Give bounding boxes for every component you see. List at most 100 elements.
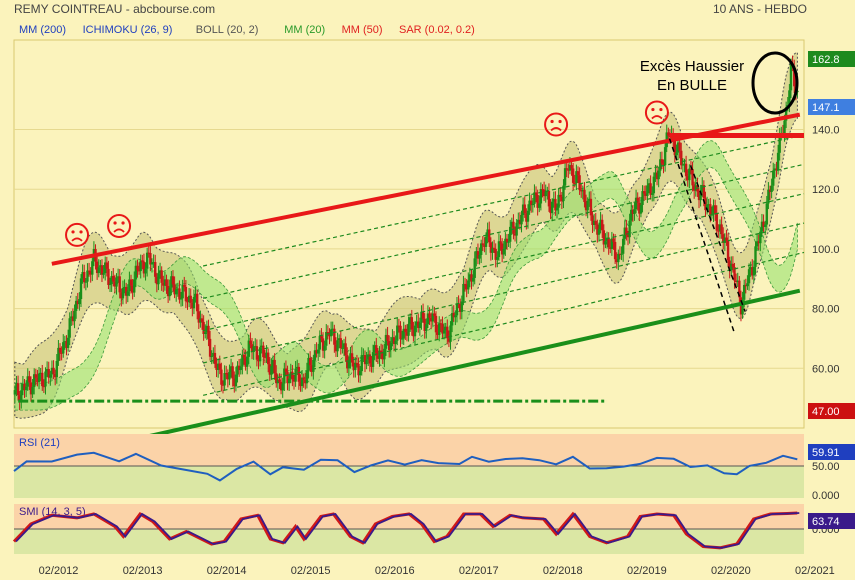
candle-body: [623, 227, 626, 239]
candle-body: [521, 204, 525, 215]
candle-body: [313, 350, 317, 360]
support-line: [51, 288, 801, 460]
candle-body: [544, 191, 547, 197]
candle-body: [455, 303, 459, 316]
candle-body: [213, 352, 217, 364]
smi-badge-value: 63.74: [812, 516, 840, 528]
candle-body: [594, 220, 597, 225]
candle-body: [636, 197, 639, 203]
candle-body: [379, 350, 383, 353]
channel-line: [202, 193, 805, 332]
candle-body: [236, 365, 239, 375]
candle-body: [139, 260, 142, 272]
candle-body: [746, 283, 749, 287]
candle-body: [389, 342, 393, 351]
candle-body: [715, 213, 718, 231]
candle-body: [728, 260, 731, 271]
candle-body: [465, 284, 468, 290]
candle-body: [784, 107, 788, 121]
candle-body: [229, 366, 233, 373]
x-tick-label: 02/2018: [543, 565, 583, 577]
candle-body: [542, 189, 546, 197]
candle-body: [676, 142, 680, 153]
candle-body: [396, 325, 399, 341]
candle-body: [717, 230, 720, 232]
candle-body: [631, 209, 635, 214]
candle-body: [28, 376, 31, 383]
sad-face-icon: [107, 213, 132, 238]
candle-body: [266, 352, 270, 365]
candle-body: [439, 323, 443, 325]
candle-body: [588, 198, 591, 201]
sad-face-eye: [651, 107, 655, 112]
candle-body: [145, 252, 149, 269]
candle-body: [526, 210, 530, 222]
candle-body: [262, 345, 265, 358]
candle-body: [496, 257, 499, 260]
candle-body: [596, 224, 599, 235]
candle-body: [363, 355, 367, 365]
candle-body: [447, 338, 451, 342]
candle-body: [742, 284, 746, 300]
candle-body: [234, 374, 238, 387]
candle-body: [133, 279, 136, 293]
sad-face-icon: [65, 222, 90, 247]
candle-body: [450, 313, 454, 326]
candle-body: [402, 328, 405, 339]
candle-body: [576, 171, 580, 176]
candle-body: [157, 273, 160, 285]
sad-face-icon: [544, 112, 569, 137]
legend-item: SAR (0.02, 0.2): [399, 24, 475, 36]
candle-body: [355, 362, 359, 364]
sad-face-mouth: [550, 127, 562, 132]
candle-body: [452, 313, 455, 318]
candle-body: [660, 159, 664, 164]
candle-body: [189, 295, 192, 303]
candle-body: [352, 362, 355, 371]
candle-body: [287, 378, 291, 384]
channel-line: [202, 251, 805, 396]
candle-body: [349, 353, 352, 362]
candle-body: [712, 205, 715, 215]
candle-body: [441, 324, 444, 334]
candle-body: [518, 219, 522, 225]
candle-body: [642, 191, 646, 194]
candle-body: [394, 340, 397, 345]
sad-face-eye: [558, 119, 562, 124]
candle-body: [600, 219, 604, 231]
candle-body: [578, 175, 581, 191]
price-badge-value: 47.00: [812, 406, 840, 418]
candle-body: [387, 341, 391, 351]
sad-face-mouth: [651, 115, 663, 120]
y-tick-label: 80.00: [812, 304, 840, 316]
x-tick-label: 02/2020: [711, 565, 751, 577]
candle-body: [657, 170, 660, 180]
candle-body: [476, 251, 480, 259]
candle-body: [247, 340, 251, 357]
candle-body: [659, 159, 662, 171]
candle-body: [194, 293, 197, 297]
candle-body: [171, 276, 175, 285]
candle-body: [479, 243, 483, 255]
price-badge-bg: [808, 403, 855, 419]
candle-body: [473, 258, 476, 278]
candle-body: [634, 197, 638, 210]
sad-face-mouth: [71, 237, 83, 242]
candle-body: [34, 374, 38, 378]
candle-body: [607, 237, 610, 248]
candle-body: [644, 193, 647, 196]
candle-body: [124, 286, 128, 296]
candle-body: [580, 190, 583, 192]
candle-body: [150, 262, 154, 265]
rsi-badge-bg: [808, 444, 855, 460]
candle-body: [84, 281, 88, 283]
candle-body: [291, 371, 294, 380]
candle-body: [705, 204, 709, 211]
candle-body: [475, 251, 478, 259]
candle-body: [626, 235, 630, 238]
candle-body: [100, 265, 104, 275]
candle-body: [701, 185, 704, 192]
candle-body: [617, 253, 620, 263]
candle-body: [759, 231, 762, 244]
candle-body: [241, 354, 244, 367]
